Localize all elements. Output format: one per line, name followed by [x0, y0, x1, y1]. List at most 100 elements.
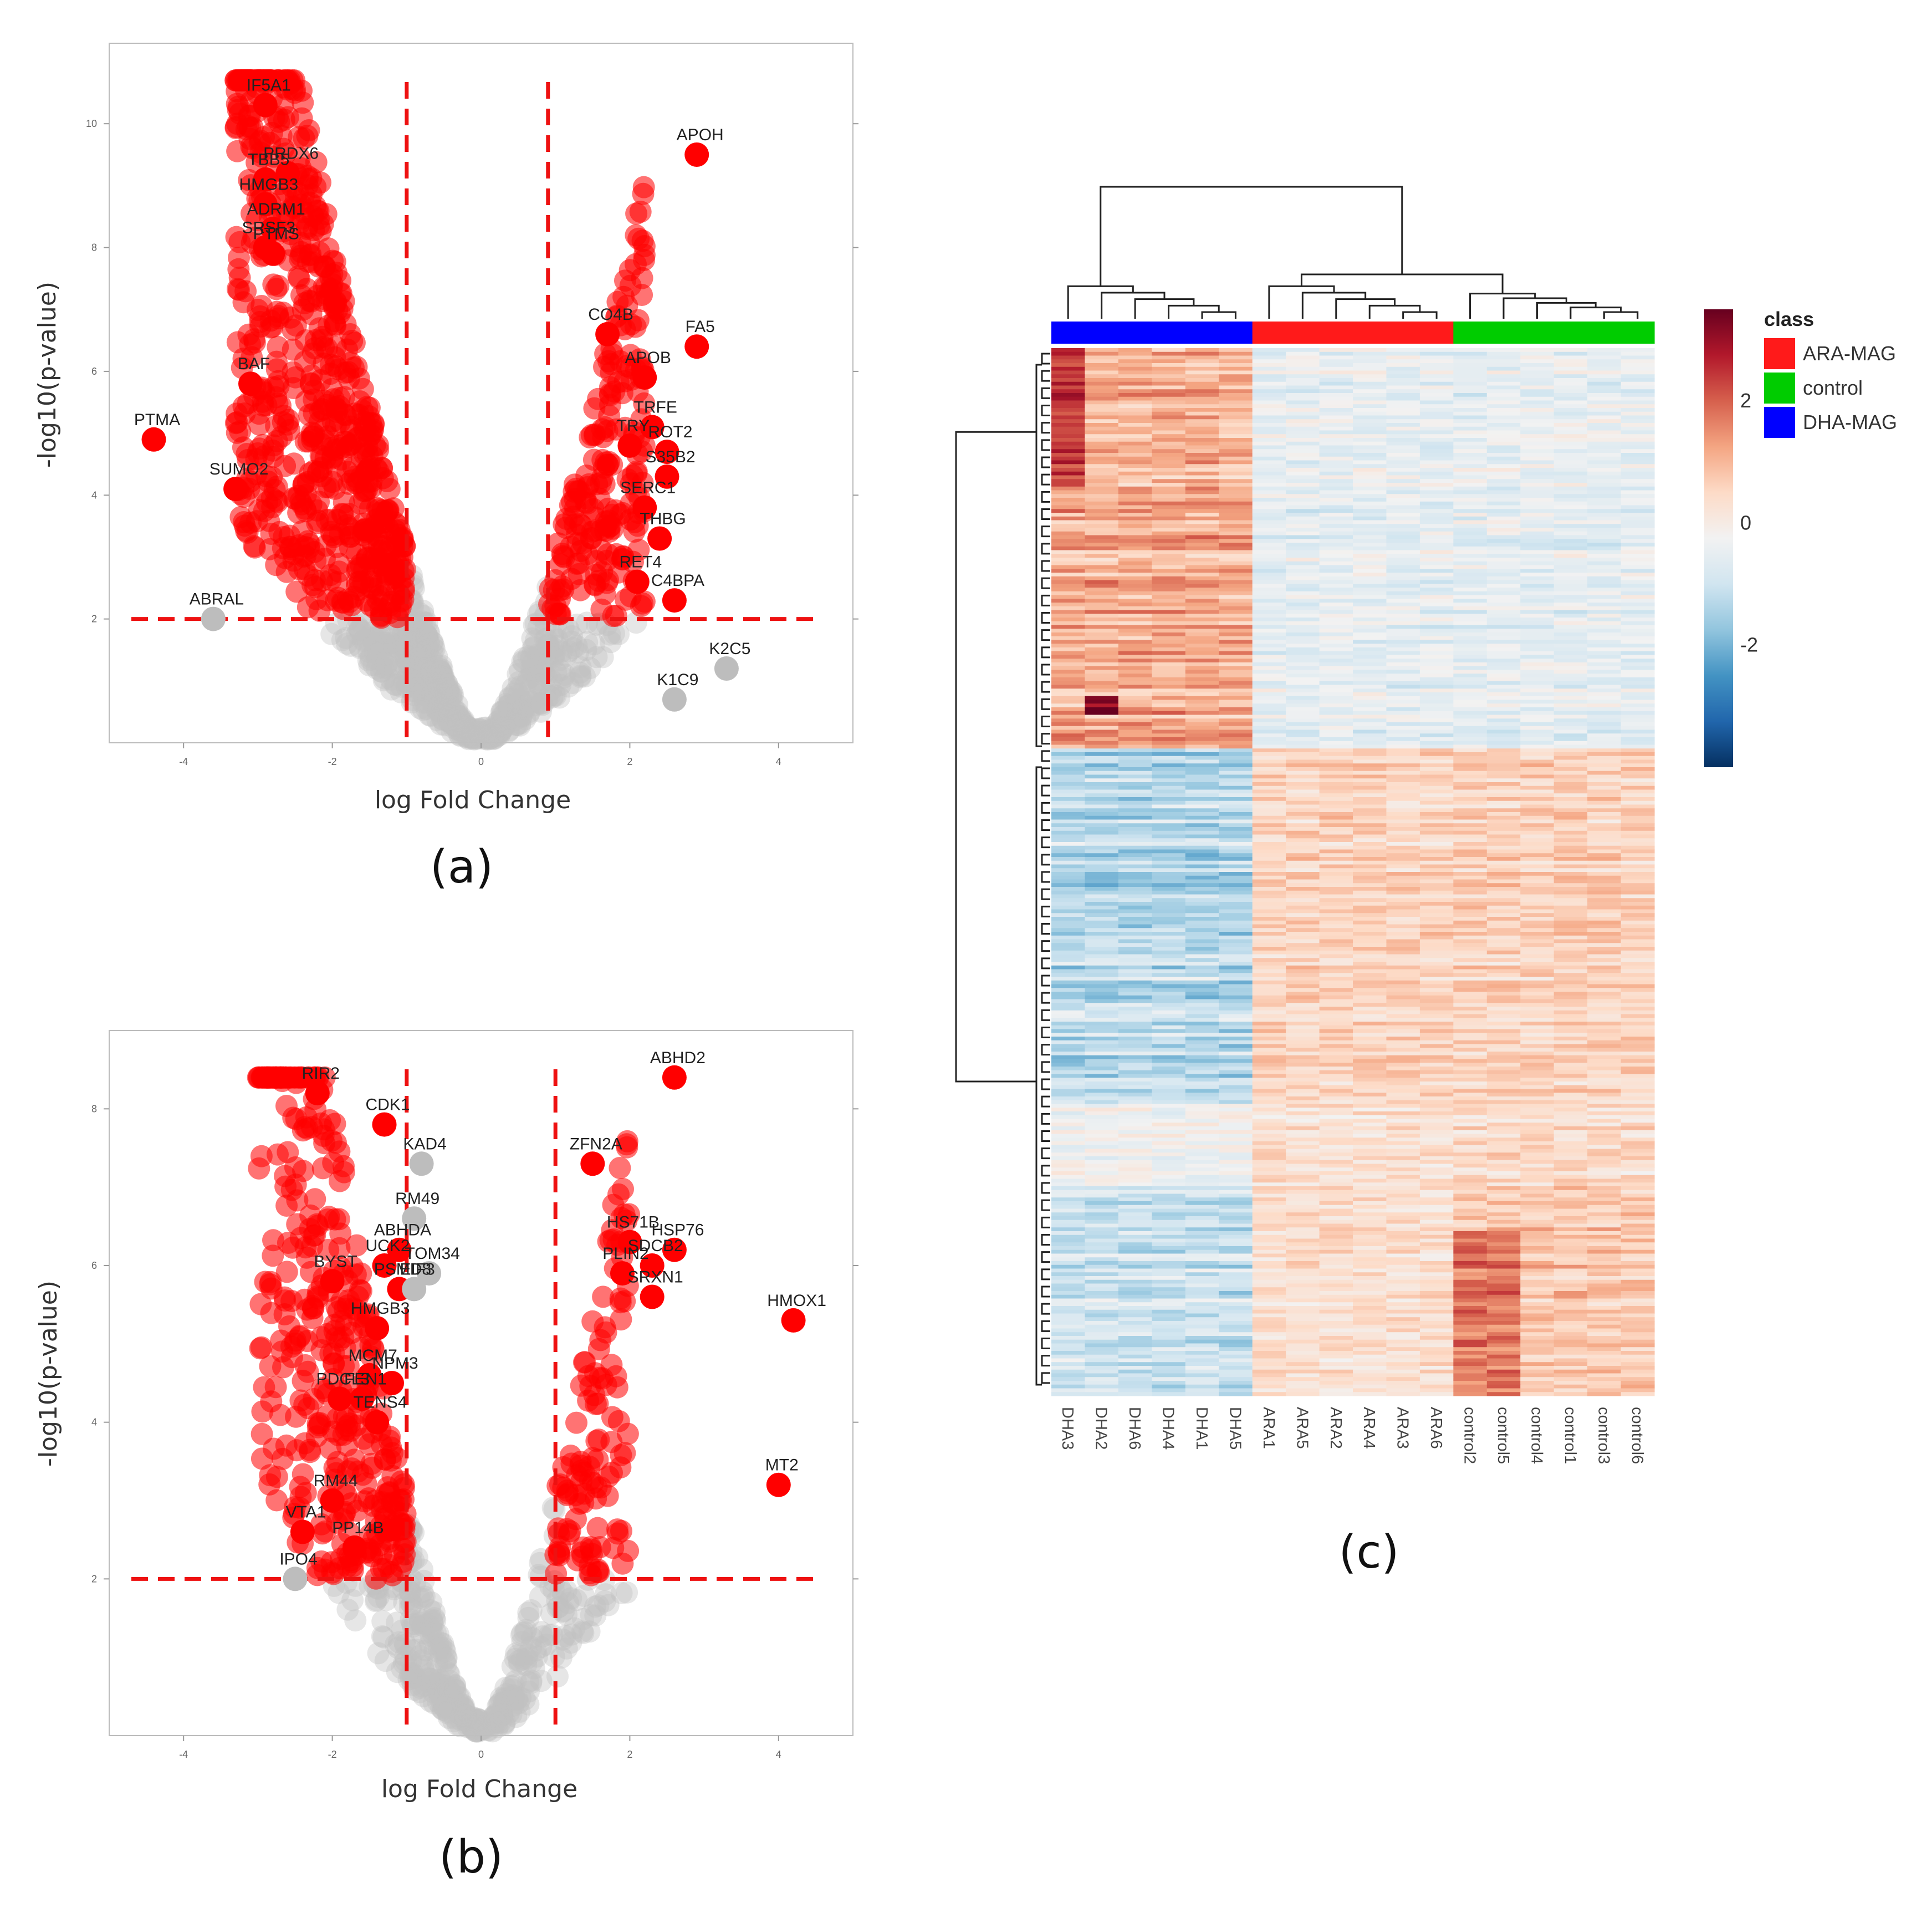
- heatmap-cell: [1319, 490, 1353, 494]
- heatmap-cell: [1486, 411, 1521, 416]
- heatmap-cell: [1118, 483, 1152, 487]
- heatmap-cell: [1587, 696, 1622, 701]
- heatmap-cell: [1587, 797, 1622, 802]
- heatmap-cell: [1085, 468, 1119, 472]
- labeled-point: [632, 365, 657, 390]
- heatmap-cell: [1353, 441, 1387, 446]
- heatmap-cell: [1252, 599, 1286, 603]
- heatmap-cell: [1621, 464, 1655, 468]
- heatmap-cell: [1553, 355, 1588, 360]
- heatmap-cell: [1286, 621, 1320, 626]
- heatmap-cell: [1252, 445, 1286, 450]
- heatmap-cell: [1252, 434, 1286, 438]
- heatmap-cell: [1185, 618, 1219, 622]
- heatmap-cell: [1252, 595, 1286, 599]
- heatmap-cell: [1051, 363, 1086, 368]
- heatmap-cell: [1486, 677, 1521, 682]
- heatmap-cell: [1185, 580, 1219, 584]
- heatmap-cell: [1185, 438, 1219, 442]
- heatmap-cell: [1085, 819, 1119, 824]
- heatmap-cell: [1219, 685, 1253, 689]
- heatmap-cell: [1520, 565, 1555, 569]
- heatmap-cell: [1085, 460, 1119, 465]
- nonsignificant-point: [395, 676, 418, 698]
- heatmap-cell: [1051, 703, 1086, 708]
- heatmap-cell: [1621, 408, 1655, 412]
- significant-point: [371, 457, 393, 479]
- nonsignificant-point: [411, 610, 434, 633]
- heatmap-cell: [1252, 618, 1286, 622]
- heatmap-cell: [1252, 400, 1286, 405]
- nonsignificant-point: [500, 707, 523, 729]
- heatmap-cell: [1520, 662, 1555, 667]
- heatmap-cell: [1587, 722, 1622, 727]
- nonsignificant-point: [412, 647, 435, 670]
- heatmap-cell: [1419, 486, 1454, 491]
- nonsignificant-point: [440, 685, 463, 708]
- heatmap-cell: [1453, 621, 1488, 626]
- heatmap-cell: [1219, 441, 1253, 446]
- heatmap-cell: [1621, 516, 1655, 521]
- nonsignificant-point: [488, 723, 511, 746]
- heatmap-cell: [1118, 767, 1152, 772]
- heatmap-cell: [1419, 430, 1454, 435]
- heatmap-cell: [1219, 729, 1253, 734]
- heatmap-cell: [1587, 774, 1622, 779]
- heatmap-cell: [1553, 800, 1588, 805]
- heatmap-cell: [1219, 445, 1253, 450]
- heatmap-cell: [1152, 819, 1186, 824]
- heatmap-cell: [1520, 636, 1555, 641]
- significant-point: [560, 568, 583, 590]
- heatmap-cell: [1520, 711, 1555, 716]
- heatmap-cell: [1587, 741, 1622, 746]
- heatmap-cell: [1386, 659, 1420, 663]
- heatmap-cell: [1252, 685, 1286, 689]
- heatmap-cell: [1152, 647, 1186, 652]
- labeled-point: [305, 1081, 330, 1106]
- heatmap-cell: [1353, 486, 1387, 491]
- heatmap-cell: [1587, 430, 1622, 435]
- nonsignificant-point: [431, 663, 454, 686]
- heatmap-cell: [1286, 722, 1320, 727]
- heatmap-cell: [1152, 355, 1186, 360]
- heatmap-cell: [1353, 561, 1387, 566]
- nonsignificant-point: [444, 709, 467, 732]
- heatmap-cell: [1219, 415, 1253, 420]
- heatmap-cell: [1453, 636, 1488, 641]
- heatmap-cell: [1118, 711, 1152, 716]
- heatmap-cell: [1185, 445, 1219, 450]
- heatmap-cell: [1419, 726, 1454, 731]
- nonsignificant-point: [434, 696, 456, 718]
- heatmap-cell: [1219, 756, 1253, 761]
- heatmap-cell: [1051, 378, 1086, 382]
- heatmap-cell: [1051, 528, 1086, 532]
- heatmap-cell: [1319, 468, 1353, 472]
- heatmap-cell: [1453, 490, 1488, 494]
- heatmap-cell: [1219, 464, 1253, 468]
- heatmap-cell: [1085, 381, 1119, 386]
- nonsignificant-point: [352, 630, 375, 652]
- heatmap-cell: [1386, 763, 1420, 768]
- nonsignificant-point: [431, 682, 453, 705]
- heatmap-cell: [1621, 359, 1655, 364]
- heatmap-cell: [1085, 426, 1119, 431]
- heatmap-cell: [1051, 674, 1086, 678]
- heatmap-cell: [1353, 737, 1387, 742]
- heatmap-cell: [1085, 438, 1119, 442]
- heatmap-cell: [1118, 655, 1152, 659]
- nonsignificant-point: [455, 721, 478, 743]
- significant-point: [368, 552, 391, 575]
- labeled-point: [223, 477, 248, 502]
- heatmap-cell: [1520, 606, 1555, 611]
- heatmap-cell: [1085, 494, 1119, 498]
- nonsignificant-point: [394, 628, 417, 651]
- heatmap-cell: [1520, 543, 1555, 547]
- heatmap-cell: [1319, 573, 1353, 577]
- heatmap-cell: [1118, 662, 1152, 667]
- heatmap-cell: [1085, 531, 1119, 536]
- heatmap-cell: [1051, 808, 1086, 813]
- heatmap-cell: [1453, 670, 1488, 674]
- heatmap-cell: [1386, 531, 1420, 536]
- heatmap-cell: [1051, 771, 1086, 776]
- heatmap-cell: [1085, 569, 1119, 573]
